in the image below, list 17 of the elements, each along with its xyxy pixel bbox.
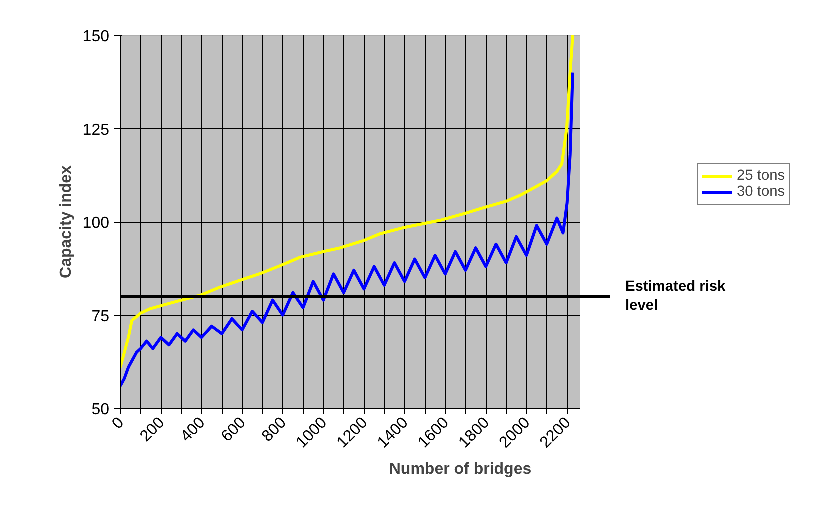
x-tick-label: 400 bbox=[178, 414, 209, 446]
line-series bbox=[120, 71, 574, 388]
x-tick-label: 800 bbox=[259, 414, 290, 446]
ref-line-label: Estimated risk level bbox=[626, 279, 727, 314]
line-series bbox=[120, 36, 574, 369]
y-tick-label: 75 bbox=[92, 308, 110, 326]
x-tick-label: 0 bbox=[109, 414, 128, 433]
legend-label: 30 tons bbox=[737, 184, 786, 200]
y-tick-label: 150 bbox=[82, 28, 110, 46]
legend-label: 25 tons bbox=[737, 168, 786, 184]
y-tick-label: 50 bbox=[92, 402, 110, 418]
x-axis-title: Number of bridges bbox=[389, 461, 532, 478]
y-tick-label: 125 bbox=[82, 122, 110, 139]
y-axis-title: Capacity index bbox=[58, 165, 75, 278]
x-tick-label: 200 bbox=[137, 414, 168, 446]
x-tick-label: 600 bbox=[218, 414, 250, 446]
y-tick-label: 100 bbox=[82, 215, 110, 232]
